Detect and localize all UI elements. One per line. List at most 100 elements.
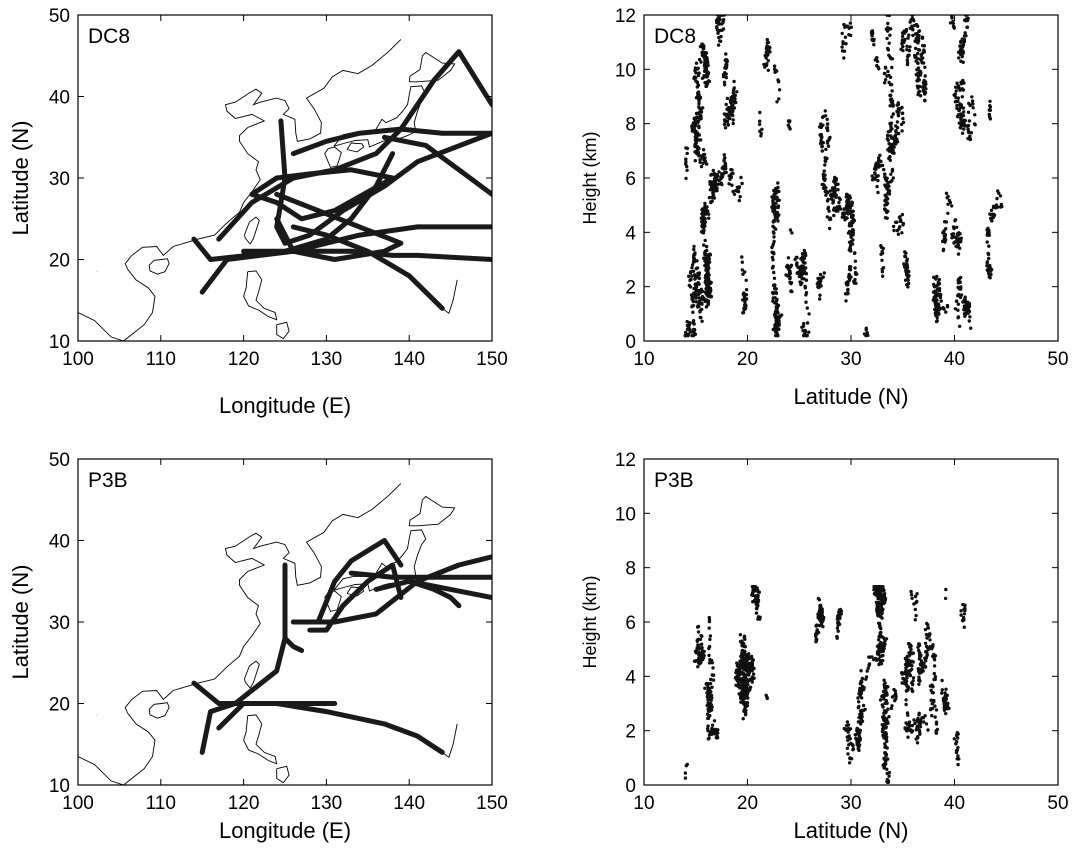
data-point xyxy=(901,44,905,49)
data-point xyxy=(802,321,806,326)
data-point xyxy=(691,310,695,314)
data-point xyxy=(709,281,713,285)
y-tick-label: 10 xyxy=(615,504,636,525)
data-point xyxy=(884,698,888,703)
flight-track-1 xyxy=(191,680,338,706)
data-point xyxy=(696,630,701,634)
data-point xyxy=(750,669,754,673)
data-point xyxy=(934,722,939,726)
coastline-2 xyxy=(148,702,170,719)
data-point xyxy=(939,299,943,303)
data-point xyxy=(845,723,849,728)
flight-track-5 xyxy=(290,126,492,157)
data-point xyxy=(876,621,881,625)
data-point xyxy=(914,46,918,51)
data-point xyxy=(768,45,772,50)
data-point xyxy=(694,79,698,83)
data-point xyxy=(816,596,821,601)
panel-label: P3B xyxy=(88,469,128,492)
y-axis-label: Height (km) xyxy=(580,131,600,224)
data-point xyxy=(706,60,710,65)
data-point xyxy=(699,60,703,64)
data-point xyxy=(790,231,794,235)
data-point xyxy=(887,53,891,57)
data-point xyxy=(973,113,977,117)
x-tick-label: 20 xyxy=(737,349,758,370)
data-point xyxy=(804,293,808,297)
coastline-5 xyxy=(276,765,290,784)
data-point xyxy=(958,280,962,284)
data-point xyxy=(840,45,844,49)
data-point xyxy=(837,196,841,200)
data-point xyxy=(805,306,809,310)
data-point xyxy=(754,606,759,611)
data-point xyxy=(904,698,908,702)
data-point xyxy=(887,156,891,161)
data-point xyxy=(853,277,857,282)
data-point xyxy=(794,262,799,266)
data-point xyxy=(730,183,734,187)
data-point xyxy=(740,268,744,272)
data-point xyxy=(956,316,960,320)
data-point xyxy=(689,270,693,274)
data-point xyxy=(915,599,919,604)
data-point xyxy=(695,266,700,270)
data-point xyxy=(737,692,741,696)
data-point xyxy=(697,644,701,649)
data-point xyxy=(836,188,840,192)
data-point xyxy=(957,292,961,297)
data-point xyxy=(705,262,709,267)
data-point xyxy=(706,283,711,288)
data-point xyxy=(920,85,924,89)
data-point xyxy=(709,173,713,177)
data-point xyxy=(957,238,961,242)
data-point xyxy=(724,52,728,56)
data-point xyxy=(693,290,698,294)
data-point xyxy=(723,161,727,165)
data-point xyxy=(696,150,700,154)
data-point xyxy=(851,231,855,235)
data-point xyxy=(702,243,706,247)
data-point xyxy=(961,615,966,620)
data-point xyxy=(718,39,723,43)
data-point xyxy=(955,106,959,111)
data-point xyxy=(906,685,910,689)
data-point xyxy=(957,277,961,281)
data-point xyxy=(743,637,747,641)
data-point xyxy=(953,100,958,104)
data-point xyxy=(749,664,753,668)
data-point xyxy=(801,265,806,269)
data-point xyxy=(934,304,938,309)
data-point xyxy=(694,300,699,304)
y-tick-label: 0 xyxy=(625,776,636,797)
data-point xyxy=(700,76,705,81)
data-point xyxy=(692,244,696,249)
data-point xyxy=(849,757,854,761)
data-point xyxy=(816,615,821,620)
data-point xyxy=(742,644,747,648)
data-point xyxy=(945,705,950,709)
data-point xyxy=(712,719,717,723)
data-point xyxy=(895,220,899,224)
flight-track-9 xyxy=(381,134,492,197)
data-point xyxy=(738,678,742,682)
data-point xyxy=(831,200,836,204)
data-point xyxy=(954,85,958,89)
data-point xyxy=(773,212,777,217)
data-point xyxy=(969,131,974,135)
data-point xyxy=(788,228,793,232)
data-point xyxy=(959,293,964,297)
data-point xyxy=(928,638,932,642)
coastline-7 xyxy=(346,142,365,153)
x-axis-label: Longitude (E) xyxy=(219,818,351,843)
data-point xyxy=(823,159,828,164)
data-point xyxy=(882,588,886,593)
data-point xyxy=(853,259,858,263)
data-point xyxy=(710,696,714,700)
data-point xyxy=(909,18,913,22)
data-point xyxy=(896,101,900,105)
y-tick-label: 0 xyxy=(625,332,636,353)
data-point xyxy=(776,311,780,315)
x-tick-label: 140 xyxy=(393,793,425,814)
data-point xyxy=(921,61,926,65)
